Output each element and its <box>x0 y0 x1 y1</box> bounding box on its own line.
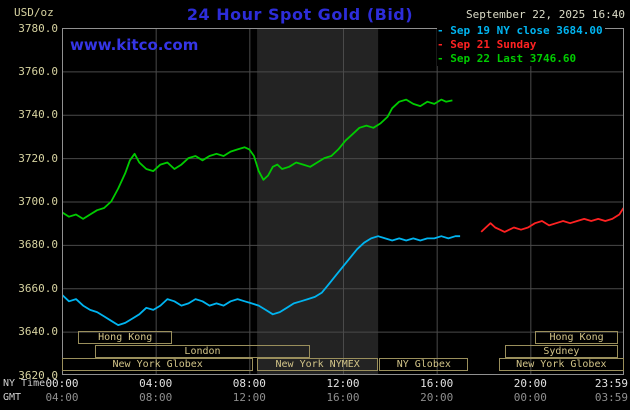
x-tick-gmt: 03:59 <box>594 391 628 404</box>
session-box-london: London <box>94 345 311 358</box>
x-tick-ny: 08:00 <box>232 377 266 390</box>
session-box-sydney: Sydney <box>504 345 619 358</box>
legend-item: - Sep 22 Last 3746.60 <box>437 52 577 65</box>
x-tick-gmt: 20:00 <box>420 391 454 404</box>
kitco-link[interactable]: www.kitco.com <box>70 36 199 54</box>
y-axis-unit-label: USD/oz <box>14 6 54 19</box>
series-line-sep-19-ny-close <box>62 235 461 327</box>
gmt-axis-label: GMT <box>3 392 22 403</box>
y-tick-label: 3660.0 <box>18 281 58 295</box>
session-box-hong-kong: Hong Kong <box>535 331 619 344</box>
y-tick-label: 3680.0 <box>18 238 58 252</box>
chart-canvas <box>62 28 624 375</box>
legend-item: - Sep 21 Sunday <box>437 38 537 51</box>
x-tick-gmt: 08:00 <box>139 391 173 404</box>
plot-border <box>62 28 624 375</box>
legend: - Sep 19 NY close 3684.00- Sep 21 Sunday… <box>437 24 605 66</box>
x-tick-ny: 00:00 <box>45 377 79 390</box>
x-tick-ny: 20:00 <box>513 377 547 390</box>
x-tick-gmt: 16:00 <box>326 391 360 404</box>
x-tick-ny: 12:00 <box>326 377 360 390</box>
chart-datetime: September 22, 2025 16:40 <box>466 8 625 21</box>
series-line-sep-22-last <box>62 98 453 220</box>
y-tick-label: 3760.0 <box>18 64 58 78</box>
y-tick-label: 3780.0 <box>18 21 58 35</box>
y-tick-label: 3720.0 <box>18 151 58 165</box>
session-box-new-york-globex: New York Globex <box>62 358 254 371</box>
y-tick-label: 3640.0 <box>18 325 58 339</box>
session-box-hong-kong: Hong Kong <box>78 331 173 344</box>
y-tick-label: 3620.0 <box>18 368 58 382</box>
series-line-sep-21-sunday <box>480 207 624 233</box>
x-tick-ny: 16:00 <box>420 377 454 390</box>
chart-plot-area: www.kitco.com Hong Kong Hong Kong London Sy… <box>62 28 624 375</box>
ny-time-axis-label: NY Time <box>3 378 46 389</box>
x-tick-gmt: 12:00 <box>232 391 266 404</box>
x-tick-ny: 04:00 <box>139 377 173 390</box>
page-title: 24 Hour Spot Gold (Bid) <box>186 5 414 24</box>
legend-item: - Sep 19 NY close 3684.00 <box>437 24 603 37</box>
x-tick-gmt: 00:00 <box>513 391 547 404</box>
y-tick-label: 3700.0 <box>18 195 58 208</box>
y-tick-label: 3740.0 <box>18 108 58 122</box>
session-box-ny-globex: NY Globex <box>379 358 469 371</box>
x-tick-gmt: 04:00 <box>45 391 79 404</box>
x-tick-ny: 23:59 <box>594 377 628 390</box>
session-box-new-york-globex: New York Globex <box>498 358 624 371</box>
session-box-new-york-nymex: New York NYMEX <box>257 358 379 371</box>
